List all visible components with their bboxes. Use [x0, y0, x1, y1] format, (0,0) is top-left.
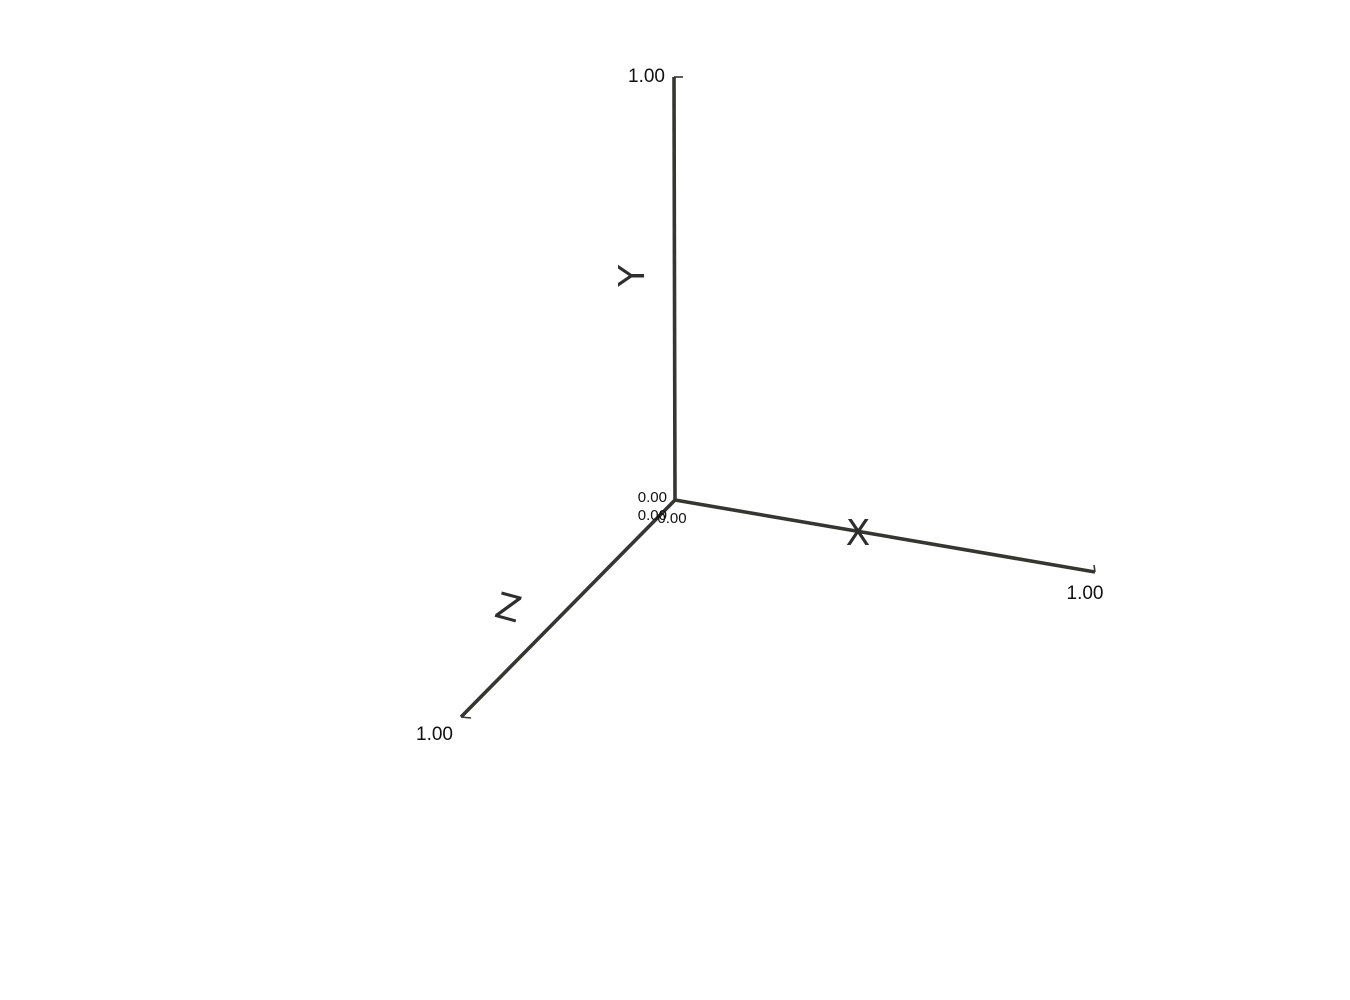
- y-axis-label: Y: [612, 264, 653, 288]
- x-axis-tick-max: [1093, 564, 1096, 573]
- z-axis-line: [459, 498, 677, 719]
- z-axis-label: Z: [491, 586, 525, 632]
- z-axis-tick-label-min: 0.00: [638, 507, 667, 524]
- z-axis-tick-max: [460, 716, 472, 719]
- x-axis-tick-label-min: 0.00: [657, 510, 686, 527]
- x-axis-tick-label-max: 1.00: [1067, 583, 1104, 604]
- x-axis-line: [674, 498, 1096, 574]
- y-axis-tick-label-max: 1.00: [628, 66, 665, 87]
- z-axis-tick-label-max: 1.00: [416, 724, 453, 745]
- y-axis-tick-label-min: 0.00: [638, 489, 667, 506]
- y-axis-line: [672, 76, 677, 501]
- x-axis-label: X: [846, 513, 871, 554]
